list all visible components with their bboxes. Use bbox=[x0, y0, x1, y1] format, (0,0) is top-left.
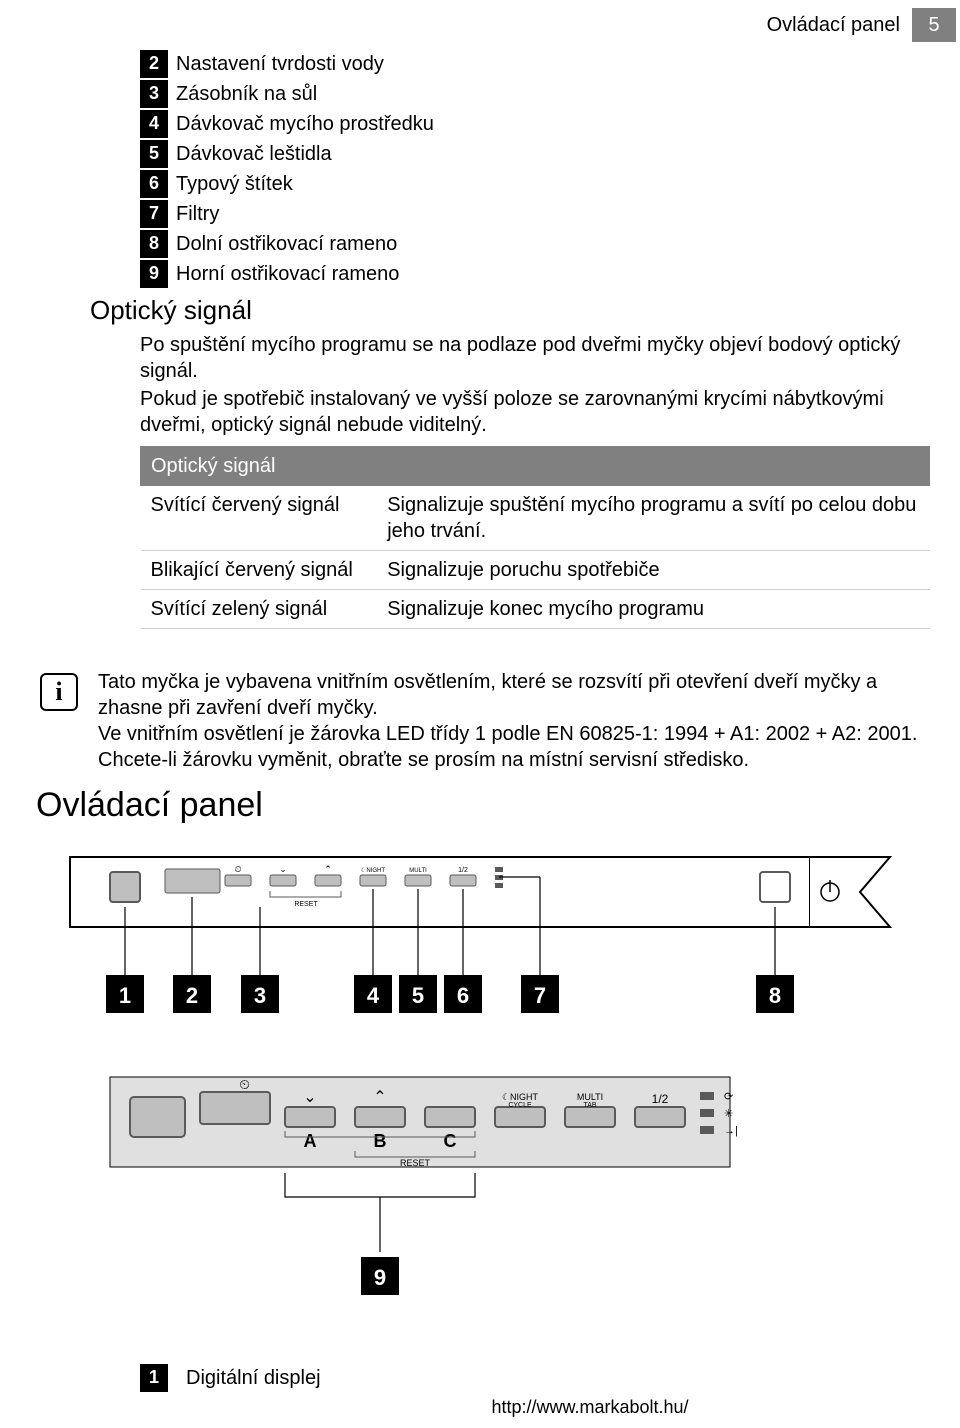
footer-badge: 1 bbox=[140, 1364, 168, 1392]
list-item: 6 Typový štítek bbox=[140, 170, 930, 198]
table-cell: Signalizuje konec mycího programu bbox=[377, 589, 929, 628]
footer-label: Digitální displej bbox=[186, 1365, 321, 1391]
number-badge: 6 bbox=[140, 170, 168, 198]
letter-A: A bbox=[304, 1131, 317, 1151]
callout-badge: 2 bbox=[186, 983, 198, 1008]
table-cell: Svítící zelený signál bbox=[141, 589, 378, 628]
svg-text:1/2: 1/2 bbox=[458, 867, 468, 874]
callout-badge: 5 bbox=[412, 983, 424, 1008]
number-badge: 7 bbox=[140, 200, 168, 228]
list-item: 9 Horní ostřikovací rameno bbox=[140, 260, 930, 288]
list-item: 7 Filtry bbox=[140, 200, 930, 228]
svg-text:MULTI: MULTI bbox=[577, 1092, 603, 1102]
svg-text:RESET: RESET bbox=[400, 1158, 431, 1168]
svg-text:✳: ✳ bbox=[724, 1108, 733, 1120]
callout-9: 9 bbox=[374, 1265, 386, 1290]
info-icon: i bbox=[40, 673, 78, 711]
number-badge: 9 bbox=[140, 260, 168, 288]
footer-url: http://www.markabolt.hu/ bbox=[110, 1396, 960, 1419]
signal-table-header-empty bbox=[377, 446, 929, 485]
svg-text:TAB: TAB bbox=[583, 1102, 596, 1109]
svg-text:☾NIGHT: ☾NIGHT bbox=[502, 1092, 539, 1102]
page-number-box: 5 bbox=[912, 8, 956, 42]
callout-badge: 8 bbox=[769, 983, 781, 1008]
list-item-label: Dávkovač leštidla bbox=[176, 141, 332, 167]
list-item-label: Zásobník na sůl bbox=[176, 81, 317, 107]
info-p1: Tato myčka je vybavena vnitřním osvětlen… bbox=[98, 669, 930, 721]
svg-text:☾NIGHT: ☾NIGHT bbox=[361, 867, 385, 874]
svg-text:⟳: ⟳ bbox=[724, 1091, 733, 1103]
svg-text:CYCLE: CYCLE bbox=[508, 1102, 532, 1109]
list-item: 8 Dolní ostřikovací rameno bbox=[140, 230, 930, 258]
svg-text:→|: →| bbox=[724, 1125, 738, 1137]
list-item-label: Dávkovač mycího prostředku bbox=[176, 111, 434, 137]
svg-text:RESET: RESET bbox=[294, 901, 318, 908]
control-panel-diagram: ⏲ ⌄ ⌃ RESET ☾NIGHT MULTI 1/2 bbox=[0, 847, 960, 1354]
optical-p2: Pokud je spotřebič instalovaný ve vyšší … bbox=[140, 386, 930, 438]
number-badge: 8 bbox=[140, 230, 168, 258]
info-p3: Chcete-li žárovku vyměnit, obraťte se pr… bbox=[98, 747, 930, 773]
number-badge: 5 bbox=[140, 140, 168, 168]
components-list: 2 Nastavení tvrdosti vody 3 Zásobník na sůl… bbox=[140, 50, 930, 288]
list-item: 3 Zásobník na sůl bbox=[140, 80, 930, 108]
list-item-label: Filtry bbox=[176, 201, 219, 227]
svg-text:1/2: 1/2 bbox=[652, 1092, 669, 1106]
table-row: Svítící zelený signálSignalizuje konec m… bbox=[141, 589, 930, 628]
footer-row: 1 Digitální displej bbox=[140, 1354, 960, 1392]
callout-badge: 4 bbox=[367, 983, 380, 1008]
signal-table-header: Optický signál bbox=[141, 446, 378, 485]
list-item-label: Dolní ostřikovací rameno bbox=[176, 231, 397, 257]
svg-text:⏲: ⏲ bbox=[234, 864, 241, 874]
table-row: Svítící červený signálSignalizuje spuště… bbox=[141, 485, 930, 550]
svg-text:⌃: ⌃ bbox=[324, 864, 332, 874]
list-item: 4 Dávkovač mycího prostředku bbox=[140, 110, 930, 138]
list-item-label: Horní ostřikovací rameno bbox=[176, 261, 399, 287]
main-content: 2 Nastavení tvrdosti vody 3 Zásobník na sůl… bbox=[0, 50, 960, 659]
table-cell: Signalizuje spuštění mycího programu a s… bbox=[377, 485, 929, 550]
number-badge: 2 bbox=[140, 50, 168, 78]
list-item: 5 Dávkovač leštidla bbox=[140, 140, 930, 168]
list-item: 2 Nastavení tvrdosti vody bbox=[140, 50, 930, 78]
letter-C: C bbox=[444, 1131, 457, 1151]
optical-heading: Optický signál bbox=[90, 294, 930, 328]
number-badge: 3 bbox=[140, 80, 168, 108]
svg-text:⌄: ⌄ bbox=[279, 864, 287, 874]
table-cell: Blikající červený signál bbox=[141, 550, 378, 589]
callout-badge: 6 bbox=[457, 983, 469, 1008]
svg-text:⌄: ⌄ bbox=[303, 1089, 316, 1106]
info-block: i Tato myčka je vybavena vnitřním osvětl… bbox=[40, 669, 960, 773]
panel-svg: ⏲ ⌄ ⌃ RESET ☾NIGHT MULTI 1/2 bbox=[40, 847, 920, 1347]
info-p2: Ve vnitřním osvětlení je žárovka LED tří… bbox=[98, 721, 930, 747]
optical-p1: Po spuštění mycího programu se na podlaz… bbox=[140, 332, 930, 384]
info-text: Tato myčka je vybavena vnitřním osvětlen… bbox=[98, 669, 930, 773]
header-title: Ovládací panel bbox=[767, 12, 900, 38]
svg-text:⌃: ⌃ bbox=[373, 1089, 386, 1106]
table-cell: Svítící červený signál bbox=[141, 485, 378, 550]
callout-badge: 1 bbox=[119, 983, 131, 1008]
page-header: Ovládací panel 5 bbox=[0, 0, 960, 50]
list-item-label: Typový štítek bbox=[176, 171, 293, 197]
number-badge: 4 bbox=[140, 110, 168, 138]
svg-text:MULTI: MULTI bbox=[409, 868, 427, 874]
list-item-label: Nastavení tvrdosti vody bbox=[176, 51, 384, 77]
signal-table: Optický signál Svítící červený signálSig… bbox=[140, 446, 930, 629]
section-heading: Ovládací panel bbox=[36, 783, 960, 827]
svg-text:⏲: ⏲ bbox=[239, 1076, 250, 1092]
callout-badge: 7 bbox=[534, 983, 546, 1008]
table-cell: Signalizuje poruchu spotřebiče bbox=[377, 550, 929, 589]
callout-badge: 3 bbox=[254, 983, 266, 1008]
table-row: Blikající červený signálSignalizuje poru… bbox=[141, 550, 930, 589]
letter-B: B bbox=[374, 1131, 387, 1151]
